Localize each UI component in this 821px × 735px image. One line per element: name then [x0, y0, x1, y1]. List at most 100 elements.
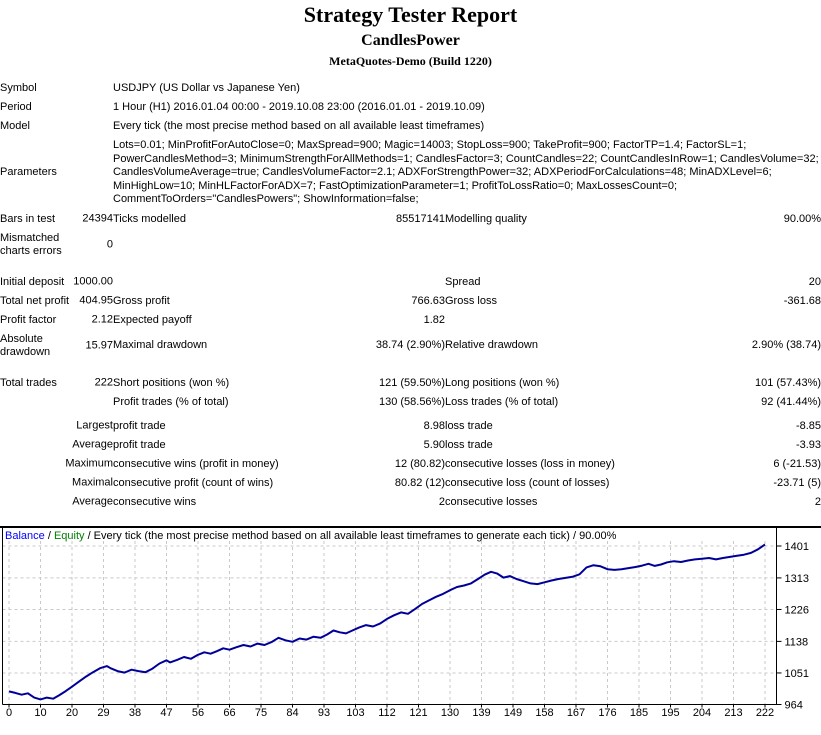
stat-c4-7: 130 (58.56%): [378, 395, 445, 408]
y-tick-label: 1051: [785, 667, 809, 679]
stat-c6-10: 6 (-21.53): [773, 457, 821, 470]
stat-c6-9: -3.93: [795, 438, 821, 451]
stat-c2-9: Average: [72, 438, 113, 451]
y-tick-label: 1401: [785, 541, 809, 553]
stat-c1-5: Absolute drawdown: [0, 332, 51, 358]
stat-c1-11: [0, 474, 76, 493]
stat-c4-2: [318, 273, 445, 292]
stats-row: Largest profit trade 8.98 loss trade -8.85: [0, 417, 821, 436]
stat-c5-9: loss trade: [445, 438, 493, 451]
stat-c6-7: 92 (41.44%): [761, 395, 821, 408]
stat-c5-1: [445, 229, 640, 261]
stat-c2-12: Average: [72, 495, 113, 508]
stats-row: Total trades 222 Short positions (won %) 12…: [0, 374, 821, 393]
stat-c2-2: 1000.00: [73, 275, 113, 288]
stat-c5-7: Loss trades (% of total): [445, 395, 559, 408]
stats-row: Profit factor 2.12 Expected payoff 1.82: [0, 311, 821, 330]
balance-chart: 0 10 20 29 38 47 56 66 75 84 93 103 112 121 130 139 149 1…: [0, 525, 821, 719]
x-tick-label: 56: [192, 707, 204, 719]
stat-c5-12: consecutive losses: [445, 495, 538, 508]
x-tick-label: 84: [286, 707, 298, 719]
stat-c6-5: 2.90% (38.74): [751, 339, 821, 351]
legend-part-3: / Every tick (the most precise method ba…: [84, 529, 617, 542]
page-title: Strategy Tester Report: [303, 2, 518, 27]
stat-c6-1: [640, 229, 821, 261]
x-tick-label: 158: [535, 707, 553, 719]
stats-row: Absolute drawdown 15.97 Maximal drawdown 38…: [0, 330, 821, 362]
symbol-row: Symbol USDJPY (US Dollar vs Japanese Yen…: [0, 79, 821, 98]
x-tick-label: 29: [97, 707, 109, 719]
stat-c4-4: 1.82: [423, 313, 445, 326]
stat-c2-6: 222: [94, 376, 113, 389]
stat-c3-3: Gross profit: [113, 294, 170, 307]
stat-c2-10: Maximum: [65, 457, 113, 470]
stat-c3-2: [113, 273, 318, 292]
y-tick-label: 1226: [785, 604, 809, 616]
model-value: Every tick (the most precise method base…: [113, 120, 485, 132]
stat-c1-3: Total net profit: [0, 294, 70, 307]
stat-c5-8: loss trade: [445, 419, 493, 432]
stat-c5-5: Relative drawdown: [445, 339, 538, 351]
stat-c3-7: Profit trades (% of total): [113, 395, 229, 408]
legend-part-2: Equity: [53, 529, 85, 542]
period-label: Period: [0, 101, 32, 113]
parameters-row: Parameters Lots=0.01; MinProfitForAutoCl…: [0, 136, 821, 210]
strategy-name: CandlesPower: [361, 32, 460, 49]
stat-c2-8: Largest: [76, 419, 113, 432]
stat-c1-4: Profit factor: [0, 313, 57, 326]
x-tick-label: 0: [6, 707, 12, 719]
stat-c1-0: Bars in test: [0, 212, 56, 225]
server-build: MetaQuotes-Demo (Build 1220): [329, 54, 492, 68]
parameters-label: Parameters: [0, 166, 57, 179]
stat-c6-12: 2: [814, 495, 821, 508]
symbol-label: Symbol: [0, 82, 37, 94]
stat-c3-6: Short positions (won %): [113, 376, 230, 389]
stat-c1-8: [0, 417, 76, 436]
x-tick-label: 20: [66, 707, 78, 719]
balance-line: [8, 543, 766, 700]
x-tick-label: 139: [472, 707, 490, 719]
y-tick-label: 1138: [785, 636, 809, 648]
stat-c5-4: [445, 311, 640, 330]
stat-c1-12: [0, 493, 76, 512]
stats-row: Average consecutive wins 2 consecutive loss…: [0, 493, 821, 512]
stat-c1-7: [0, 393, 76, 412]
x-tick-label: 176: [598, 707, 616, 719]
stat-c4-11: 80.82 (12): [394, 476, 445, 489]
stat-c6-11: -23.71 (5): [773, 476, 821, 489]
stats-row: Initial deposit 1000.00 Spread 20: [0, 273, 821, 292]
x-tick-label: 93: [318, 707, 330, 719]
stat-c1-1: Mismatched charts errors: [0, 231, 62, 257]
stat-c6-8: -8.85: [795, 419, 821, 432]
stat-c5-3: Gross loss: [445, 294, 497, 307]
x-tick-label: 185: [630, 707, 648, 719]
stat-c4-12: 2: [438, 495, 445, 508]
stat-c2-3: 404.95: [79, 294, 113, 307]
x-tick-label: 66: [223, 707, 235, 719]
stat-c6-2: 20: [808, 275, 821, 288]
stat-c4-8: 8.98: [423, 419, 445, 432]
stat-c2-11: Maximal: [72, 476, 113, 489]
stat-c3-9: profit trade: [113, 438, 166, 451]
x-tick-label: 195: [661, 707, 679, 719]
stat-c5-11: consecutive loss (count of losses): [445, 476, 610, 489]
x-tick-label: 112: [378, 707, 396, 719]
stat-c6-4: [640, 311, 821, 330]
report-table: Symbol USDJPY (US Dollar vs Japanese Yen…: [0, 79, 821, 512]
period-value: 1 Hour (H1) 2016.01.04 00:00 - 2019.10.0…: [113, 101, 485, 113]
stat-c4-10: 12 (80.82): [394, 457, 445, 470]
x-tick-label: 204: [693, 707, 711, 719]
stat-c4-9: 5.90: [423, 438, 445, 451]
stat-c1-6: Total trades: [0, 376, 57, 389]
stat-c4-0: 85517141: [396, 212, 445, 225]
x-tick-label: 130: [441, 707, 459, 719]
stat-c4-6: 121 (59.50%): [378, 376, 445, 389]
period-row: Period 1 Hour (H1) 2016.01.04 00:00 - 20…: [0, 98, 821, 117]
model-row: Model Every tick (the most precise metho…: [0, 117, 821, 136]
stat-c5-6: Long positions (won %): [445, 376, 560, 389]
x-tick-label: 167: [567, 707, 585, 719]
legend-part-1: /: [44, 529, 54, 542]
stat-c6-3: -361.68: [783, 294, 821, 307]
stat-c3-4: Expected payoff: [113, 313, 192, 326]
y-tick-label: 964: [785, 699, 803, 711]
